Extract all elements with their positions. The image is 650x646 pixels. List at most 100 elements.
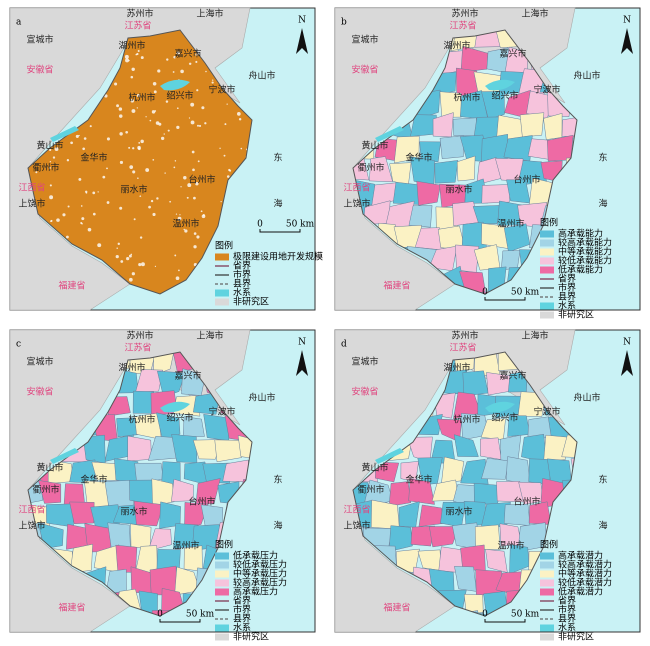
place-name: 嘉兴市 (499, 370, 526, 382)
legend-title: 图例 (215, 240, 233, 252)
region (475, 569, 503, 596)
speckle (131, 109, 136, 113)
legend-label: 省界 (233, 260, 251, 272)
region (130, 523, 152, 550)
speckle (193, 196, 196, 200)
place-name: 湖州市 (443, 362, 470, 374)
region (133, 500, 164, 527)
scale-bar (259, 229, 301, 233)
speckle (132, 170, 136, 174)
place-name: 江苏省 (449, 20, 476, 32)
place-name: 温州市 (172, 540, 199, 552)
region (147, 528, 172, 552)
legend-swatch (540, 266, 554, 274)
place-name: 湖州市 (443, 40, 470, 52)
place-name: 嘉兴市 (174, 48, 201, 60)
speckle (114, 82, 118, 86)
north-label: N (298, 338, 306, 348)
speckle (149, 119, 152, 122)
province-border (27, 29, 253, 295)
scale-distance: 50 km (186, 610, 215, 620)
place-name: 温州市 (497, 218, 524, 230)
place-name: 衢州市 (357, 484, 384, 496)
place-name: 绍兴市 (491, 90, 518, 102)
speckle (129, 277, 133, 282)
place-name: 舟山市 (573, 392, 600, 404)
speckle (92, 191, 96, 195)
legend-label: 水系 (233, 287, 251, 299)
place-name: 江苏省 (124, 342, 151, 354)
place-name: 上海市 (521, 8, 548, 20)
region (474, 524, 501, 550)
speckle (136, 107, 138, 109)
speckle (140, 139, 144, 144)
legend-label: 水系 (558, 622, 576, 634)
scale-bar (159, 619, 201, 623)
place-name: 福建省 (383, 280, 410, 292)
speckle (106, 167, 108, 170)
speckle (176, 51, 181, 55)
place-name: 苏州市 (451, 8, 478, 20)
speckle (148, 205, 151, 209)
speckle (80, 221, 83, 225)
speckle (163, 133, 165, 135)
speckle (136, 93, 140, 97)
speckle (49, 161, 52, 163)
speckle (190, 120, 195, 125)
speckle (50, 219, 53, 222)
speckle (191, 150, 195, 154)
region (370, 499, 400, 530)
place-name: 上海市 (521, 330, 548, 342)
place-name: 湖州市 (118, 40, 145, 52)
speckle (223, 154, 226, 157)
legend-label: 低承载压力 (233, 550, 278, 562)
speckle (87, 227, 92, 232)
speckle (192, 168, 195, 172)
place-name: 丽水市 (120, 184, 147, 196)
region (192, 439, 222, 460)
speckle (119, 132, 123, 136)
place-name: 安徽省 (26, 64, 53, 76)
north-label: N (623, 16, 631, 26)
region (69, 543, 93, 574)
speckle (196, 89, 199, 92)
legend-swatch (540, 257, 554, 265)
region (561, 115, 577, 138)
speckle (180, 186, 182, 188)
speckle (130, 253, 133, 256)
region (69, 501, 95, 524)
panel-label: c (16, 340, 21, 350)
place-name: 苏州市 (126, 8, 153, 20)
speckle (226, 103, 228, 105)
legend-label: 市界 (558, 282, 576, 294)
region (157, 370, 186, 398)
speckle (188, 117, 191, 119)
speckle (118, 107, 123, 111)
province-border (352, 29, 578, 295)
speckle (97, 243, 102, 248)
legend-label: 较低承载潜力 (558, 577, 612, 589)
legend-label: 较低承载压力 (233, 559, 287, 571)
speckle (204, 122, 207, 125)
scale-zero: 0 (482, 610, 488, 620)
speckle (66, 159, 70, 162)
place-name: 福建省 (58, 280, 85, 292)
speckle (81, 217, 85, 221)
speckle (175, 213, 178, 215)
speckle (180, 69, 184, 74)
speckle (184, 229, 188, 233)
scale-distance: 50 km (286, 220, 315, 230)
place-name: 东 (273, 152, 282, 164)
region (388, 481, 412, 507)
legend-label: 省界 (233, 595, 251, 607)
speckle (106, 137, 110, 141)
speckle (89, 125, 92, 128)
region (46, 503, 75, 528)
place-name: 衢州市 (357, 162, 384, 174)
region (416, 180, 441, 206)
legend-label: 市界 (558, 604, 576, 616)
speckle (160, 136, 165, 141)
place-name: 温州市 (497, 540, 524, 552)
